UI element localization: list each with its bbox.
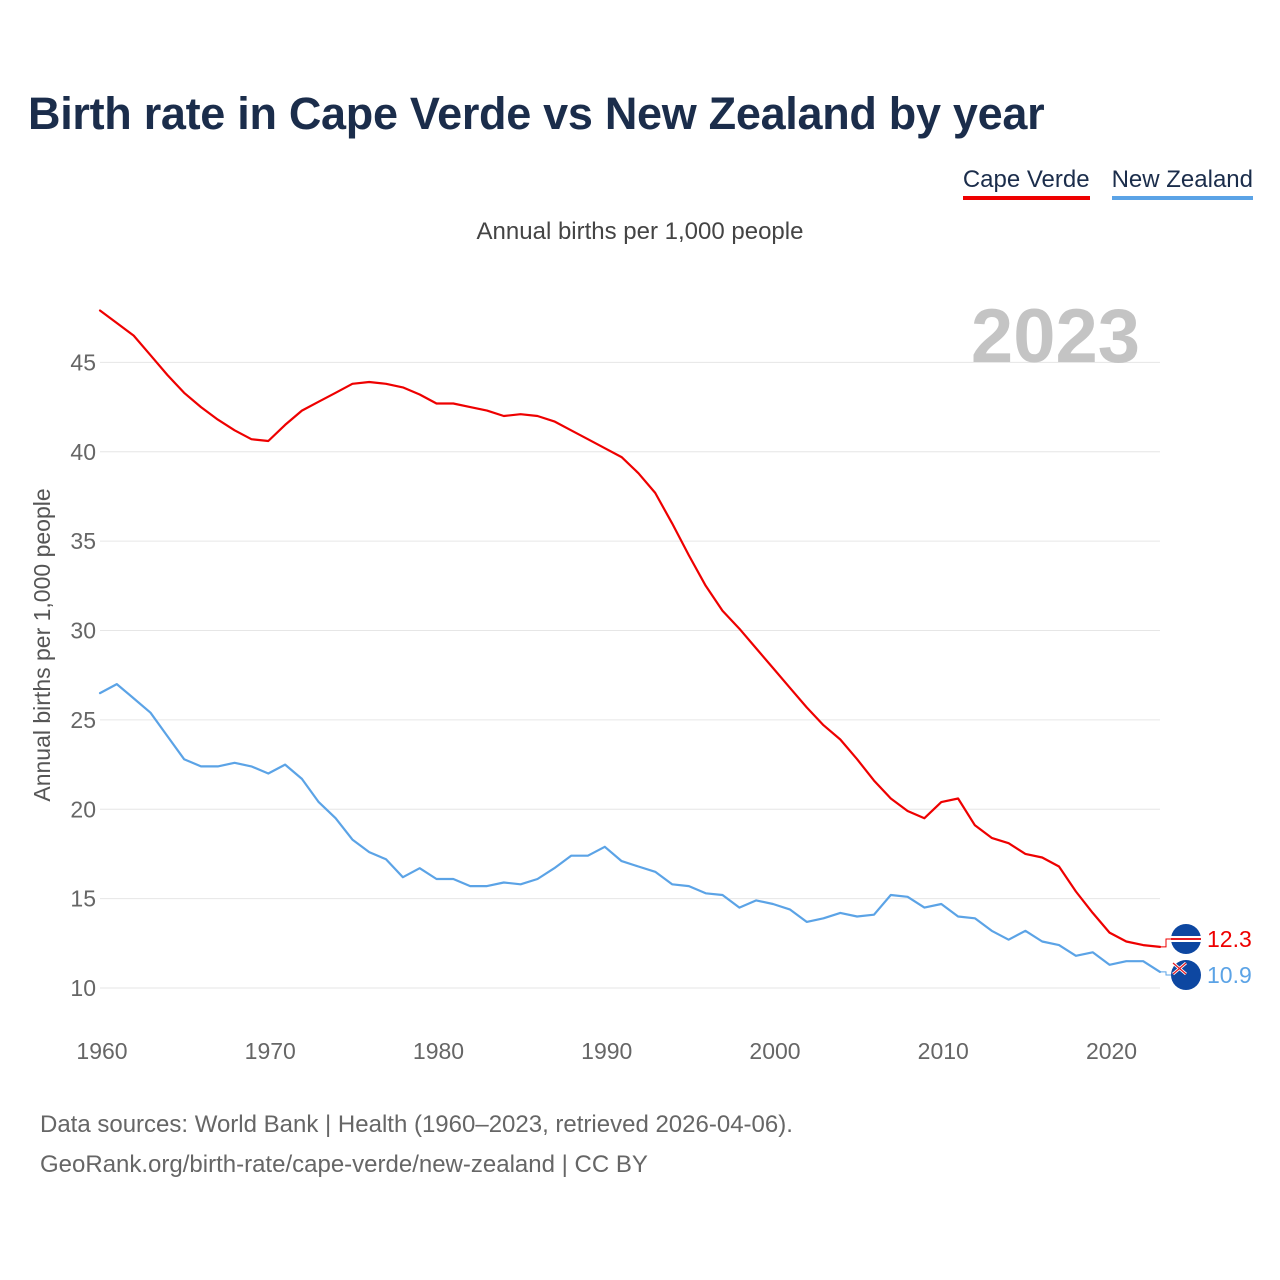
- end-label-cape-verde: 12.3: [1207, 926, 1252, 952]
- end-label-new-zealand: 10.9: [1207, 962, 1252, 988]
- series-line-cape-verde[interactable]: [98, 309, 1162, 949]
- x-tick-2010: 2010: [918, 1038, 969, 1064]
- x-tick-1960: 1960: [76, 1038, 127, 1064]
- y-tick-45: 45: [70, 349, 96, 375]
- source-line-2[interactable]: GeoRank.org/birth-rate/cape-verde/new-ze…: [40, 1151, 648, 1178]
- series-line-new-zealand[interactable]: [98, 682, 1162, 974]
- source-note: Data sources: World Bank | Health (1960–…: [40, 1105, 793, 1185]
- y-tick-40: 40: [70, 439, 96, 465]
- flag-cape-verde-icon: [1171, 924, 1201, 954]
- x-tick-1970: 1970: [245, 1038, 296, 1064]
- chart-subtitle: Annual births per 1,000 people: [476, 218, 804, 245]
- y-axis-title: Annual births per 1,000 people: [29, 488, 55, 801]
- legend-item-new-zealand[interactable]: New Zealand: [1111, 166, 1253, 200]
- x-tick-1990: 1990: [581, 1038, 632, 1064]
- x-tick-labels: 1960 1970 1980 1990 2000 2010 2020: [76, 1038, 1137, 1064]
- x-tick-2020: 2020: [1086, 1038, 1137, 1064]
- y-tick-30: 30: [70, 618, 96, 644]
- y-tick-15: 15: [70, 886, 96, 912]
- y-tick-25: 25: [70, 707, 96, 733]
- chart-title: Birth rate in Cape Verde vs New Zealand …: [28, 88, 1045, 139]
- y-tick-10: 10: [70, 975, 96, 1001]
- grid-lines: [100, 361, 1160, 989]
- end-markers: 12.3 10.9: [1160, 924, 1252, 990]
- y-tick-35: 35: [70, 528, 96, 554]
- y-tick-labels: 10 15 20 25 30 35 40 45: [70, 349, 96, 1001]
- line-chart: 10 15 20 25 30 35 40 45 1960 1970 1980 1990 2000 201…: [29, 294, 1252, 1064]
- source-line-1: Data sources: World Bank | Health (1960–…: [40, 1111, 793, 1138]
- legend: Cape Verde New Zealand: [962, 166, 1253, 200]
- y-tick-20: 20: [70, 796, 96, 822]
- connector-cape-verde: [1160, 938, 1172, 948]
- connector-new-zealand: [1160, 971, 1172, 976]
- series-lines: [98, 309, 1162, 974]
- flag-new-zealand-icon: [1171, 960, 1201, 990]
- x-tick-2000: 2000: [749, 1038, 800, 1064]
- current-year-label: 2023: [971, 294, 1140, 379]
- legend-item-cape-verde[interactable]: Cape Verde: [962, 166, 1090, 200]
- x-tick-1980: 1980: [413, 1038, 464, 1064]
